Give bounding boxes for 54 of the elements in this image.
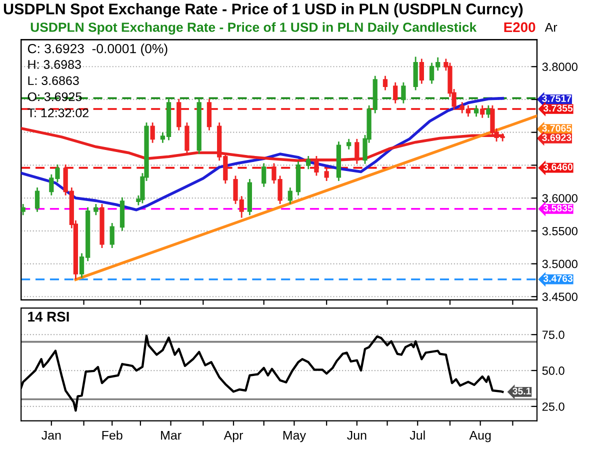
annotation: 35.1 [512, 388, 531, 395]
chart-subtitle: USDPLN Spot Exchange Rate - Price of 1 USD in PLN Daily Candlestick [30, 22, 477, 35]
candlestick [34, 186, 40, 213]
candlestick [393, 82, 398, 104]
x-tick-label: Mar [161, 430, 182, 440]
candlestick [480, 104, 485, 119]
candlestick [413, 56, 418, 91]
y-tick-label: 3.8000 [542, 62, 578, 72]
y2-tick-label: 3.7517 [542, 95, 572, 102]
y-tick-label: 25.0 [542, 402, 564, 411]
candlestick [346, 138, 352, 150]
candlestick [288, 186, 292, 205]
candlestick [401, 82, 406, 104]
y-tick-label: 3.5000 [542, 260, 578, 268]
candlestick [262, 162, 266, 188]
x-tick-label: Jan [42, 430, 61, 440]
x-tick-label: May [283, 430, 306, 442]
annotation: C: 3.6923 -0.0001 (0%) [28, 44, 168, 56]
chart-title: 14 RSI [28, 312, 69, 322]
ref-line-label: 3.7355 [543, 104, 573, 112]
y-tick-label: 3.6000 [542, 194, 578, 202]
candlestick [419, 58, 424, 84]
y2-tick-label: 3.6923 [542, 134, 572, 142]
text: Ar [544, 23, 558, 32]
candlestick [110, 222, 114, 249]
candlestick [306, 155, 311, 170]
y-tick-label: 3.4500 [542, 292, 578, 302]
candlestick [324, 167, 329, 182]
y2-tick-label: 3.7065 [542, 124, 572, 132]
candlestick [486, 104, 491, 119]
x-tick-label: Jul [410, 430, 425, 440]
ref-line-label: 3.5835 [543, 204, 573, 212]
y-tick-label: 50.0 [542, 366, 564, 375]
ref-line-label: 3.6460 [543, 164, 573, 170]
candlestick [176, 98, 182, 132]
ref-line-label: 3.4763 [543, 275, 573, 282]
y-tick-label: 3.5500 [542, 226, 578, 236]
annotation: O: 3.6925 [28, 92, 82, 102]
candlestick [382, 75, 388, 91]
x-tick-label: Aug [469, 430, 491, 442]
x-tick-label: Feb [102, 430, 122, 440]
chart-title: USDPLN Spot Exchange Rate - Price of 1 USD in PLN (USDPLN Curncy) [4, 3, 523, 18]
candlestick [150, 122, 155, 144]
candlestick [94, 203, 98, 216]
x-tick-label: Jun [347, 430, 366, 440]
annotation: L: 3.6863 [28, 76, 79, 86]
annotation: H: 3.6983 [28, 60, 81, 69]
y-tick-label: 75.0 [542, 330, 564, 339]
candlestick [206, 98, 212, 132]
candlestick [474, 104, 479, 118]
x-tick-label: Apr [224, 430, 244, 442]
text: E200 [504, 22, 536, 32]
annotation: T: 12:32:02 [28, 108, 88, 118]
candlestick [21, 203, 26, 216]
